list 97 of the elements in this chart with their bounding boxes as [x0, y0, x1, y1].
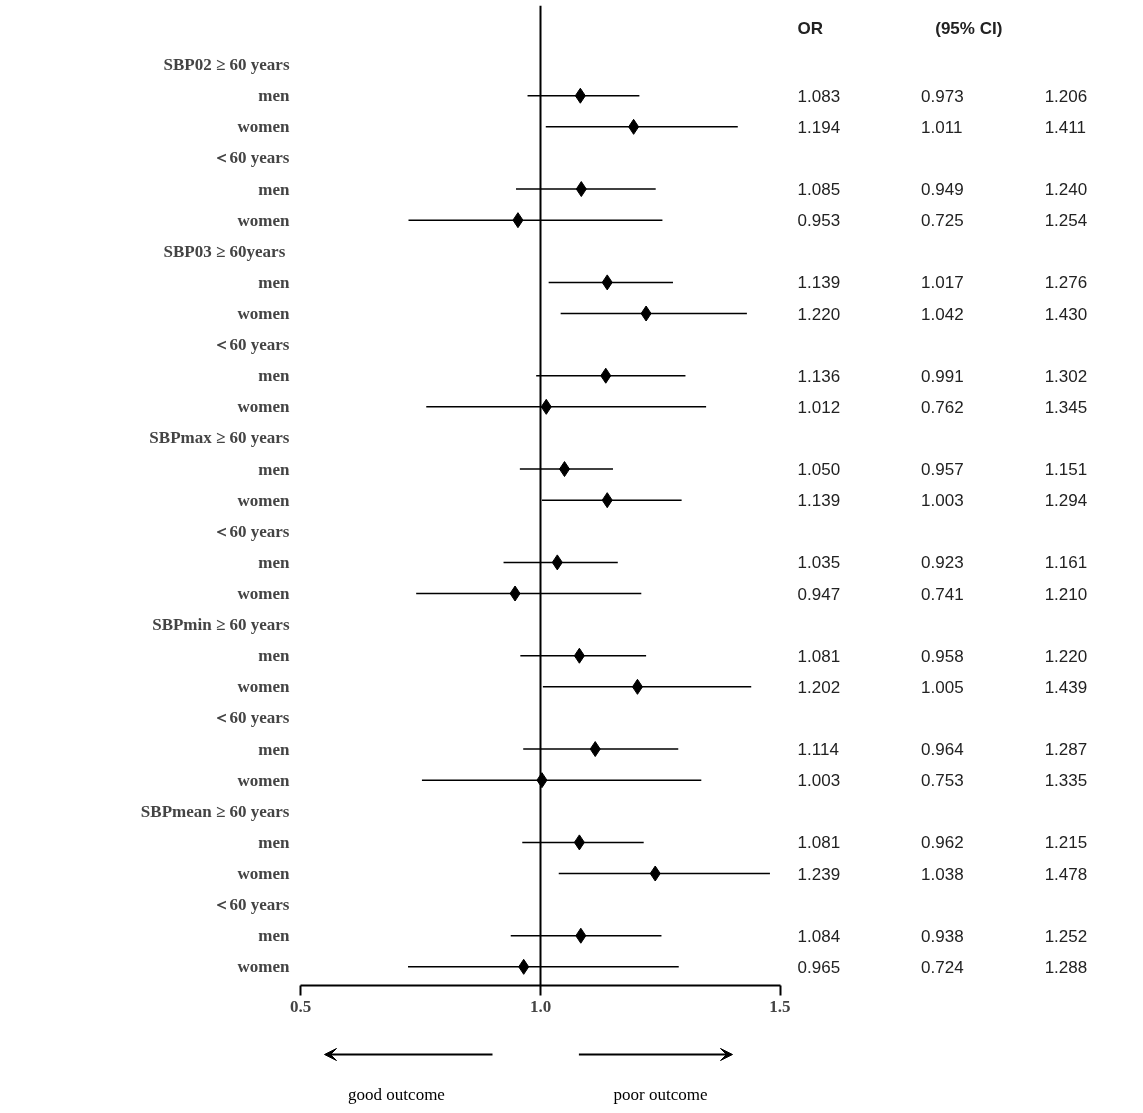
text: 0.991: [921, 366, 964, 386]
y-tick-label: men: [258, 179, 291, 199]
text: 1.345: [1044, 397, 1088, 417]
text: 1.042: [921, 304, 964, 324]
text: poor outcome: [613, 1085, 708, 1104]
text: 0.741: [921, 584, 964, 604]
text: 1.161: [1044, 553, 1088, 573]
text: 0.724: [921, 957, 964, 977]
text: 1.085: [797, 180, 841, 200]
y-tick-label: ＜60 years: [212, 335, 290, 355]
y-tick-label: men: [258, 832, 291, 852]
text: 1.430: [1044, 304, 1088, 324]
text: 1.136: [797, 366, 841, 386]
text: 1.302: [1044, 366, 1088, 386]
text: 1.081: [797, 646, 841, 666]
y-tick-label: SBPmin ≥ 60 years: [152, 615, 290, 635]
y-tick-label: men: [258, 926, 291, 946]
text: 1.206: [1044, 86, 1088, 106]
y-tick-label: women: [237, 957, 291, 977]
text: 1.084: [797, 926, 841, 946]
text: 1.005: [921, 677, 964, 697]
y-tick-label: women: [237, 490, 291, 510]
text: 0.725: [921, 211, 964, 231]
text: 1.411: [1044, 117, 1086, 137]
y-tick-label: SBP02 ≥ 60 years: [163, 55, 290, 75]
y-tick-label: SBPmean ≥ 60 years: [140, 801, 290, 821]
y-tick-label: women: [237, 584, 291, 603]
y-tick-label: men: [258, 646, 291, 666]
text: 1.294: [1044, 491, 1088, 511]
text: 0.947: [797, 584, 841, 604]
y-tick-label: men: [258, 366, 291, 386]
text: 1.151: [1044, 460, 1088, 480]
y-tick-label: ＜60 years: [212, 148, 290, 168]
text: good outcome: [348, 1085, 445, 1104]
text: 1.240: [1044, 180, 1088, 200]
text: 1.220: [1044, 646, 1088, 666]
text: 1.335: [1044, 771, 1088, 791]
text: (95% CI): [935, 19, 1003, 39]
text: 0.923: [921, 553, 964, 573]
text: 1.003: [921, 491, 964, 511]
y-tick-label: women: [237, 117, 291, 137]
y-tick-label: women: [237, 397, 291, 417]
text: 1.035: [797, 553, 841, 573]
y-tick-label: women: [237, 677, 291, 697]
y-tick-label: men: [258, 86, 291, 106]
text: 0.957: [921, 460, 964, 480]
text: 0.962: [921, 833, 964, 853]
text: 0.753: [921, 771, 964, 791]
x-tick-label: 0.5: [289, 996, 312, 1016]
text: 1.220: [797, 304, 841, 324]
y-tick-label: SBP03 ≥ 60years: [163, 241, 286, 261]
text: 1.478: [1044, 864, 1088, 884]
text: 1.083: [797, 86, 841, 106]
text: 1.202: [797, 677, 841, 697]
text: 1.252: [1044, 926, 1088, 946]
y-tick-label: women: [237, 864, 291, 883]
text: 1.139: [797, 491, 841, 511]
text: 1.139: [797, 273, 841, 293]
text: 1.215: [1044, 833, 1088, 853]
text: 1.287: [1044, 740, 1088, 760]
text: 0.964: [921, 740, 964, 760]
text: 1.114: [797, 740, 839, 760]
y-tick-label: women: [237, 770, 291, 790]
text: 0.953: [797, 211, 841, 231]
text: 0.762: [921, 397, 964, 417]
text: 0.973: [921, 86, 964, 106]
text: 0.938: [921, 926, 964, 946]
text: 1.038: [921, 864, 964, 884]
text: OR: [797, 19, 824, 39]
text: 1.011: [921, 117, 963, 137]
text: 0.965: [797, 957, 841, 977]
text: 1.050: [797, 460, 841, 480]
text: 1.254: [1044, 211, 1088, 231]
text: 1.210: [1044, 584, 1088, 604]
text: 1.239: [797, 864, 841, 884]
text: 0.949: [921, 180, 964, 200]
text: 0.958: [921, 646, 964, 666]
y-tick-label: women: [237, 210, 291, 230]
y-tick-label: men: [258, 459, 291, 479]
text: 1.003: [797, 771, 841, 791]
y-tick-label: SBPmax ≥ 60 years: [149, 428, 290, 448]
y-tick-label: ＜60 years: [212, 521, 290, 541]
y-tick-label: men: [258, 552, 291, 572]
text: 1.081: [797, 833, 841, 853]
text: 1.017: [921, 273, 964, 293]
text: 1.276: [1044, 273, 1088, 293]
y-tick-label: men: [258, 739, 291, 759]
text: 1.439: [1044, 677, 1088, 697]
text: 1.288: [1044, 957, 1088, 977]
y-tick-label: ＜60 years: [212, 708, 290, 728]
x-tick-label: 1.5: [769, 996, 791, 1016]
y-tick-label: men: [258, 272, 291, 292]
y-tick-label: women: [237, 304, 291, 323]
text: 1.194: [797, 117, 841, 137]
y-tick-label: ＜60 years: [212, 895, 290, 915]
text: 1.012: [797, 397, 841, 417]
x-tick-label: 1.0: [529, 996, 552, 1016]
